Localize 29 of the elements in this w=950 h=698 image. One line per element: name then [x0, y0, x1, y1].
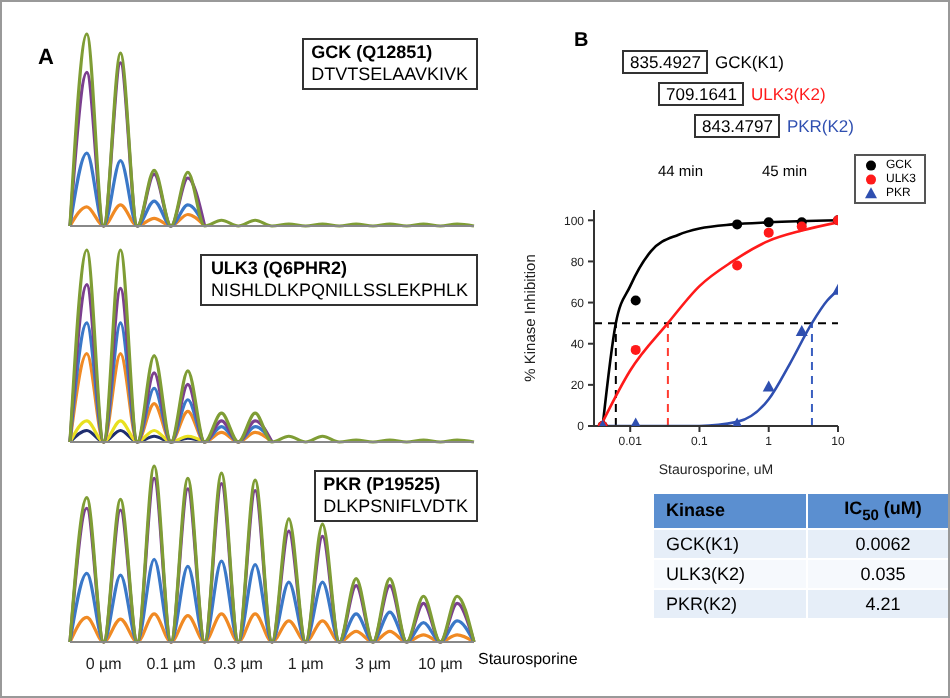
- x-tick-label: 1 µm: [287, 655, 325, 674]
- text: GCK(K1): [714, 52, 784, 72]
- text: Kinase: [666, 500, 726, 521]
- annotation: PKR (P19525): [323, 474, 441, 494]
- x-axis-title: Staurosporine: [478, 650, 578, 668]
- x-tick-label: 10 µm: [417, 655, 464, 674]
- text: 835.4927: [630, 52, 701, 72]
- category-label: GCK(K1): [666, 533, 740, 554]
- text: A: [38, 46, 54, 70]
- annotation: NISHLDLKPQNILLSSLEKPHLK: [210, 280, 468, 300]
- text: B: [574, 30, 589, 52]
- text: IC$_{50}$ (uM): [844, 498, 922, 524]
- text: 709.1641: [666, 84, 737, 104]
- category-label: PKR(K2): [666, 593, 738, 614]
- x-tick-label: 3 µm: [355, 655, 392, 674]
- data-label: 4.21: [806, 588, 950, 619]
- data-label: 0.0062: [806, 528, 950, 559]
- annotation: GCK (Q12851): [311, 42, 433, 62]
- x-tick-label: 0.1 µm: [146, 655, 197, 674]
- text: PKR(K2): [786, 116, 854, 136]
- x-tick-label: 0 µm: [85, 655, 123, 674]
- annotation: DLKPSNIFLVDTK: [323, 496, 468, 516]
- text: ULK3(K2): [750, 84, 826, 104]
- text: 843.4797: [702, 116, 773, 136]
- x-tick-label: 0.3 µm: [213, 655, 264, 674]
- annotation: ULK3 (Q6PHR2): [210, 258, 347, 278]
- category-label: ULK3(K2): [666, 563, 746, 584]
- data-label: 0.035: [806, 558, 950, 589]
- annotation: DTVTSELAAVKIVK: [311, 64, 468, 84]
